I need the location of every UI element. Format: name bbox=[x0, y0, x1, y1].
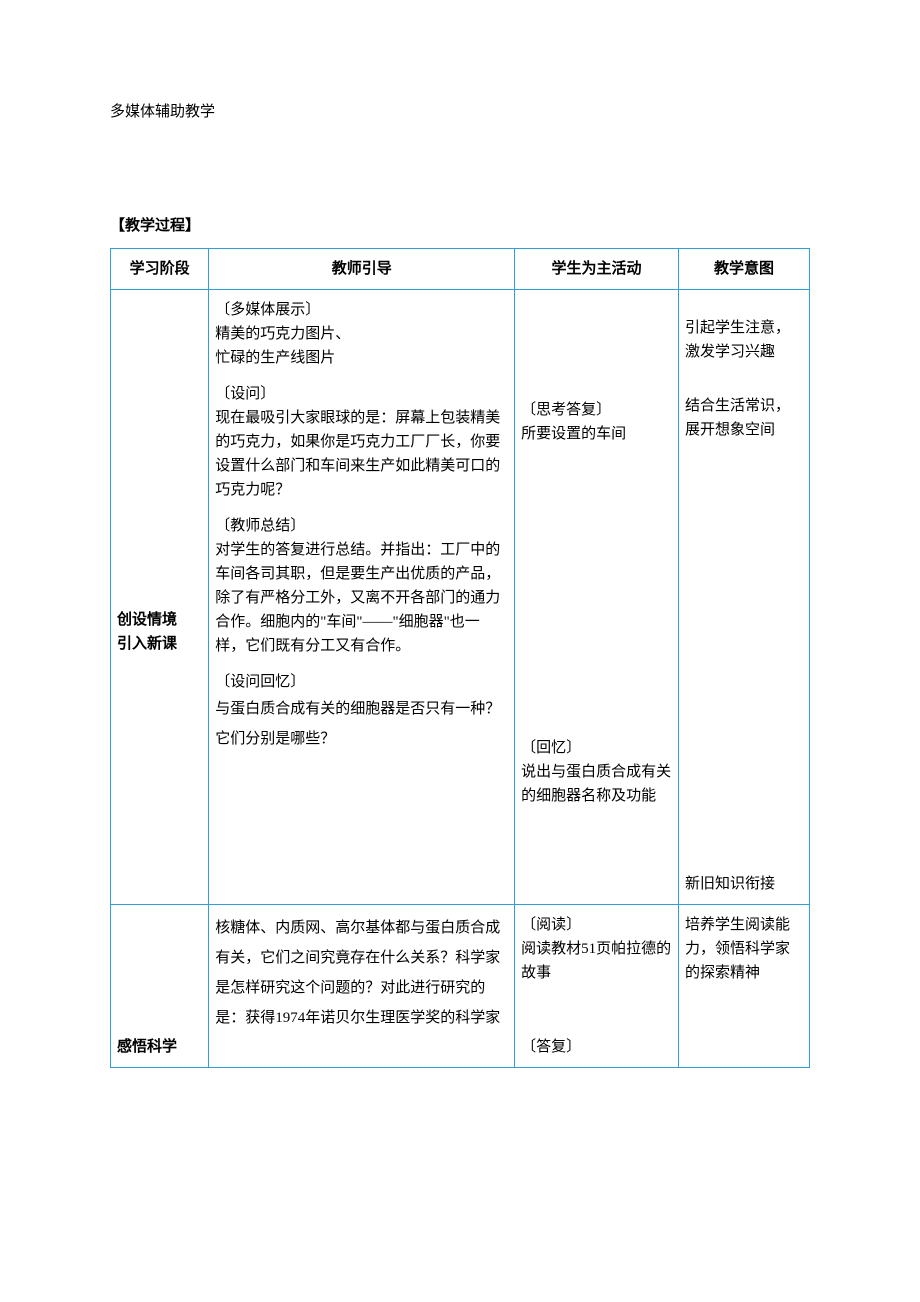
teacher-block4-text: 与蛋白质合成有关的细胞器是否只有一种？它们分别是哪些？ bbox=[215, 694, 508, 754]
student-block2-text: 说出与蛋白质合成有关的细胞器名称及功能 bbox=[521, 764, 671, 804]
header-student: 学生为主活动 bbox=[515, 249, 679, 290]
student2-block2-label: 〔答复〕 bbox=[521, 1039, 581, 1055]
purpose-2-text: 培养学生阅读能力，领悟科学家的探索精神 bbox=[685, 913, 803, 985]
teacher-cell-1: 〔多媒体展示〕 精美的巧克力图片、 忙碌的生产线图片 〔设问〕 现在最吸引大家眼… bbox=[209, 290, 515, 905]
purpose-block3: 新旧知识衔接 bbox=[685, 872, 803, 896]
table-row: 感悟科学 核糖体、内质网、高尔基体都与蛋白质合成有关，它们之间究竟存在什么关系？… bbox=[111, 905, 810, 1068]
student-block1-label: 〔思考答复〕 bbox=[521, 398, 672, 422]
teacher-block1-label: 〔多媒体展示〕 bbox=[215, 298, 508, 322]
table-header-row: 学习阶段 教师引导 学生为主活动 教学意图 bbox=[111, 249, 810, 290]
student2-block1-label: 〔阅读〕 bbox=[521, 913, 672, 937]
stage-cell-2: 感悟科学 bbox=[111, 905, 209, 1068]
stage-line1: 创设情境 bbox=[117, 608, 202, 632]
section-header: 【教学过程】 bbox=[110, 214, 810, 238]
teacher-block4-label: 〔设问回忆〕 bbox=[215, 670, 508, 694]
student-block2-label: 〔回忆〕 bbox=[521, 736, 672, 760]
teacher-block1-line1: 精美的巧克力图片、 bbox=[215, 326, 350, 342]
purpose-block1: 引起学生注意，激发学习兴趣 bbox=[685, 316, 803, 364]
header-purpose: 教学意图 bbox=[678, 249, 809, 290]
teacher-block1-line2: 忙碌的生产线图片 bbox=[215, 350, 335, 366]
table-row: 创设情境 引入新课 〔多媒体展示〕 精美的巧克力图片、 忙碌的生产线图片 〔设问… bbox=[111, 290, 810, 905]
purpose-block2: 结合生活常识，展开想象空间 bbox=[685, 394, 803, 442]
student2-block1-text: 阅读教材51页帕拉德的故事 bbox=[521, 941, 671, 981]
teacher-block2-label: 〔设问〕 bbox=[215, 382, 508, 406]
teacher-block3-label: 〔教师总结〕 bbox=[215, 514, 508, 538]
header-teacher: 教师引导 bbox=[209, 249, 515, 290]
teaching-process-table: 学习阶段 教师引导 学生为主活动 教学意图 创设情境 引入新课 〔多媒体展示〕 … bbox=[110, 248, 810, 1068]
purpose-cell-2: 培养学生阅读能力，领悟科学家的探索精神 bbox=[678, 905, 809, 1068]
stage-2-text: 感悟科学 bbox=[117, 1035, 202, 1059]
purpose-cell-1: 引起学生注意，激发学习兴趣 结合生活常识，展开想象空间 新旧知识衔接 bbox=[678, 290, 809, 905]
student-block1-text: 所要设置的车间 bbox=[521, 426, 626, 442]
teacher-block3-text: 对学生的答复进行总结。并指出：工厂中的车间各司其职，但是要生产出优质的产品，除了… bbox=[215, 542, 500, 654]
header-stage: 学习阶段 bbox=[111, 249, 209, 290]
teacher-block2-text: 现在最吸引大家眼球的是：屏幕上包装精美的巧克力，如果你是巧克力工厂厂长，你要设置… bbox=[215, 410, 500, 498]
stage-cell-1: 创设情境 引入新课 bbox=[111, 290, 209, 905]
student-cell-1: 〔思考答复〕 所要设置的车间 〔回忆〕 说出与蛋白质合成有关的细胞器名称及功能 bbox=[515, 290, 679, 905]
teacher-cell-2: 核糖体、内质网、高尔基体都与蛋白质合成有关，它们之间究竟存在什么关系？科学家是怎… bbox=[209, 905, 515, 1068]
top-text: 多媒体辅助教学 bbox=[110, 100, 810, 124]
teacher-2-text: 核糖体、内质网、高尔基体都与蛋白质合成有关，它们之间究竟存在什么关系？科学家是怎… bbox=[215, 913, 508, 1033]
stage-line2: 引入新课 bbox=[117, 632, 202, 656]
student-cell-2: 〔阅读〕 阅读教材51页帕拉德的故事 〔答复〕 bbox=[515, 905, 679, 1068]
